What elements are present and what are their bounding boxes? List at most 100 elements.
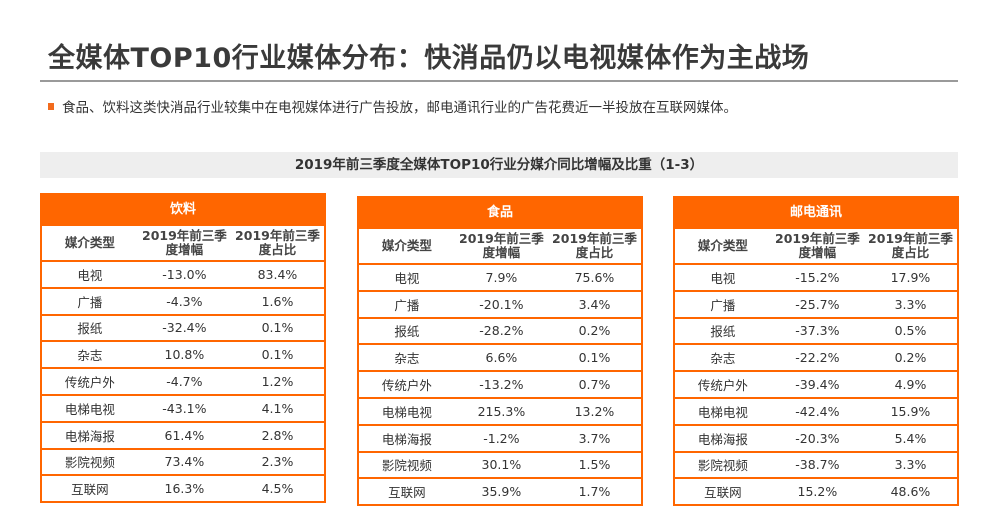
table-row: 电梯电视 -43.1% 4.1% [42, 393, 324, 421]
table-header-row: 媒介类型 2019年前三季度增幅 2019年前三季度占比 [42, 226, 324, 260]
table-row: 电视 7.9% 75.6% [359, 263, 641, 290]
share-cell: 4.5% [261, 481, 294, 497]
share-cell: 0.2% [578, 323, 611, 339]
share-cell: 1.6% [261, 293, 294, 309]
share-cell: 13.2% [574, 403, 615, 419]
growth-cell: 16.3% [164, 481, 205, 497]
media-type-cell: 杂志 [77, 348, 103, 364]
growth-cell: -37.3% [795, 323, 840, 339]
media-type-cell: 电梯电视 [381, 404, 432, 420]
table-row: 报纸 -37.3% 0.5% [675, 316, 957, 344]
growth-cell: -32.4% [162, 320, 207, 336]
growth-cell: -20.1% [479, 296, 524, 312]
table-row: 广播 -20.1% 3.4% [359, 289, 641, 317]
share-cell: 15.9% [890, 403, 931, 419]
share-cell: 75.6% [574, 269, 615, 285]
table-row: 互联网 15.2% 48.6% [675, 477, 957, 504]
media-type-cell: 影院视频 [64, 455, 115, 471]
growth-cell: -38.7% [795, 457, 840, 473]
table-row: 传统户外 -4.7% 1.2% [42, 367, 324, 394]
growth-cell: -43.1% [162, 400, 207, 416]
share-cell: 17.9% [890, 269, 931, 285]
table-row: 杂志 -22.2% 0.2% [675, 343, 957, 370]
table-row: 杂志 10.8% 0.1% [42, 340, 324, 367]
media-type-cell: 报纸 [77, 321, 103, 337]
share-cell: 2.3% [261, 454, 294, 470]
media-type-cell: 电视 [77, 267, 103, 283]
growth-cell: -25.7% [795, 296, 840, 312]
media-type-cell: 影院视频 [697, 458, 748, 474]
table-subtitle: 2019年前三季度全媒体TOP10行业分媒介同比增幅及比重（1-3） [40, 152, 958, 178]
share-cell: 83.4% [257, 266, 298, 282]
share-cell: 4.1% [261, 400, 294, 416]
media-type-cell: 杂志 [710, 351, 736, 367]
share-cell: 3.3% [894, 296, 927, 312]
media-type-cell: 广播 [77, 294, 103, 310]
media-type-cell: 影院视频 [381, 458, 432, 474]
table-row: 电梯海报 -1.2% 3.7% [359, 423, 641, 451]
share-cell: 48.6% [890, 484, 931, 500]
column-header: 媒介类型 [697, 238, 748, 253]
table-food: 食品 媒介类型 2019年前三季度增幅 2019年前三季度占比 电视 7.9% 75.6% 广… [357, 196, 643, 507]
media-type-cell: 电视 [394, 270, 420, 286]
title-divider [40, 80, 958, 82]
table-telecom: 邮电通讯 媒介类型 2019年前三季度增幅 2019年前三季度占比 电视 -15.2% 17… [673, 196, 959, 507]
share-cell: 5.4% [894, 430, 927, 446]
table-row: 电梯海报 -20.3% 5.4% [675, 423, 957, 451]
bullet-point: 食品、饮料这类快消品行业较集中在电视媒体进行广告投放，邮电通讯行业的广告花费近一… [48, 96, 737, 116]
bullet-text: 食品、饮料这类快消品行业较集中在电视媒体进行广告投放，邮电通讯行业的广告花费近一… [62, 100, 737, 116]
table-caption: 邮电通讯 [673, 196, 959, 229]
media-type-cell: 传统户外 [381, 378, 432, 394]
table-row: 电视 -13.0% 83.4% [42, 260, 324, 287]
share-cell: 0.7% [578, 377, 611, 393]
bullet-icon [48, 102, 54, 110]
share-cell: 3.4% [578, 296, 611, 312]
media-type-cell: 广播 [710, 297, 736, 313]
media-type-cell: 电梯海报 [381, 431, 432, 447]
table-row: 报纸 -32.4% 0.1% [42, 313, 324, 341]
table-row: 传统户外 -13.2% 0.7% [359, 370, 641, 397]
growth-cell: -4.3% [166, 293, 203, 309]
growth-cell: -13.2% [479, 377, 524, 393]
growth-cell: -20.3% [795, 430, 840, 446]
table-row: 报纸 -28.2% 0.2% [359, 316, 641, 344]
column-header: 2019年前三季度增幅 [459, 231, 544, 260]
table-row: 互联网 35.9% 1.7% [359, 477, 641, 504]
growth-cell: 73.4% [164, 454, 205, 470]
growth-cell: 35.9% [481, 484, 522, 500]
column-header: 2019年前三季度增幅 [775, 231, 860, 260]
media-type-cell: 报纸 [394, 324, 420, 340]
share-cell: 0.2% [894, 350, 927, 366]
table-row: 广播 -4.3% 1.6% [42, 286, 324, 314]
share-cell: 1.2% [261, 374, 294, 390]
table-row: 杂志 6.6% 0.1% [359, 343, 641, 370]
media-type-cell: 互联网 [704, 485, 742, 501]
growth-cell: -4.7% [166, 374, 203, 390]
media-type-cell: 互联网 [71, 482, 109, 498]
media-type-cell: 广播 [394, 297, 420, 313]
growth-cell: -39.4% [795, 377, 840, 393]
table-row: 互联网 16.3% 4.5% [42, 474, 324, 501]
share-cell: 2.8% [261, 427, 294, 443]
table-beverage: 饮料 媒介类型 2019年前三季度增幅 2019年前三季度占比电视 -13.0% 83.4… [40, 193, 326, 504]
media-type-cell: 互联网 [388, 485, 426, 501]
media-type-cell: 电梯电视 [697, 404, 748, 420]
column-header: 媒介类型 [64, 235, 115, 250]
share-cell: 0.1% [261, 320, 294, 336]
growth-cell: 10.8% [164, 347, 205, 363]
media-type-cell: 传统户外 [64, 375, 115, 391]
growth-cell: -13.0% [162, 266, 207, 282]
growth-cell: -28.2% [479, 323, 524, 339]
growth-cell: 15.2% [797, 484, 838, 500]
table-row: 传统户外 -39.4% 4.9% [675, 370, 957, 397]
growth-cell: -42.4% [795, 403, 840, 419]
table-row: 广播 -25.7% 3.3% [675, 289, 957, 317]
share-cell: 1.5% [578, 457, 611, 473]
share-cell: 0.1% [261, 347, 294, 363]
table-caption: 饮料 [40, 193, 326, 226]
media-type-cell: 杂志 [394, 351, 420, 367]
growth-cell: 61.4% [164, 427, 205, 443]
table-header-row: 媒介类型 2019年前三季度增幅 2019年前三季度占比 [675, 229, 957, 263]
table-row: 影院视频 -38.7% 3.3% [675, 450, 957, 478]
media-type-cell: 报纸 [710, 324, 736, 340]
